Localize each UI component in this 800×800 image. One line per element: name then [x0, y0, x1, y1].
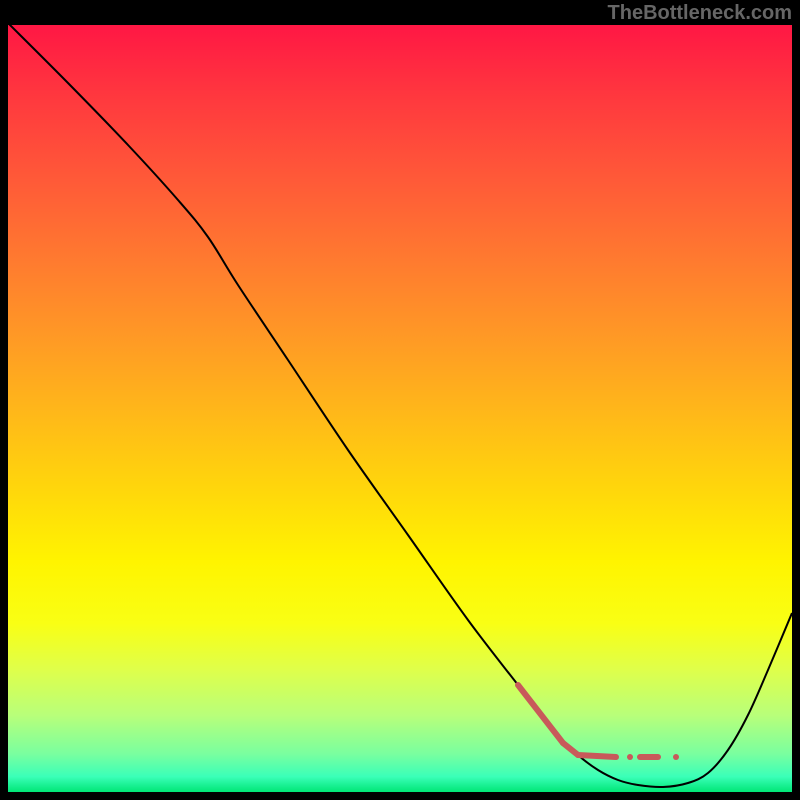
watermark-text: TheBottleneck.com	[608, 2, 792, 25]
bottleneck-chart	[8, 25, 792, 792]
gradient-background	[8, 25, 792, 792]
chart-container	[8, 25, 792, 792]
